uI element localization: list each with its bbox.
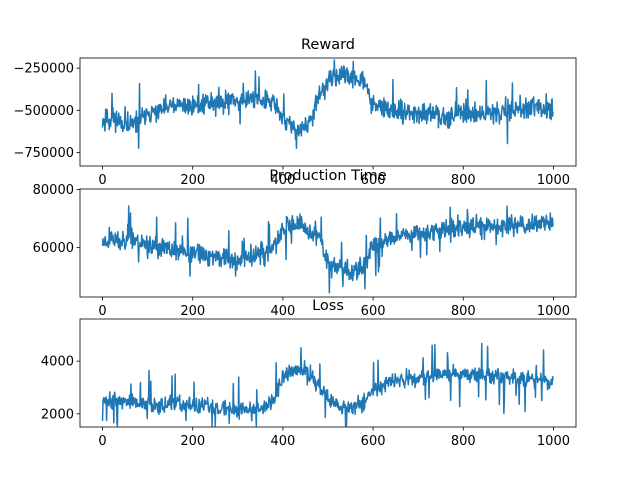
reward-series xyxy=(101,59,554,150)
loss-x-tick-label: 0 xyxy=(98,434,106,449)
loss-x-tick-label: 1000 xyxy=(537,434,570,449)
reward-series-line xyxy=(101,59,554,150)
reward-x-tick-label: 1000 xyxy=(537,173,570,188)
production-time-series xyxy=(101,205,554,294)
production-time-y-tick-label: 80000 xyxy=(33,183,74,198)
production-time-panel: Production Time 0 200 400 600 800 1000 60000 8… xyxy=(33,168,577,319)
reward-title: Reward xyxy=(301,37,355,53)
loss-y-tick-label: 4000 xyxy=(41,355,74,370)
production-time-x-axis: 0 200 400 600 800 1000 xyxy=(98,297,570,319)
production-time-x-tick-label: 600 xyxy=(361,304,386,319)
reward-x-tick-label: 600 xyxy=(361,173,386,188)
production-time-x-tick-label: 1000 xyxy=(537,304,570,319)
production-time-y-axis: 60000 80000 xyxy=(33,183,80,256)
loss-y-tick-label: 2000 xyxy=(41,407,74,422)
loss-x-tick-label: 600 xyxy=(361,434,386,449)
loss-y-axis: 2000 4000 xyxy=(41,355,80,422)
production-time-series-line xyxy=(101,205,554,294)
loss-x-tick-label: 200 xyxy=(180,434,205,449)
reward-y-tick-label: −500000 xyxy=(13,104,74,119)
reward-axes-frame xyxy=(79,57,577,167)
reward-x-tick-label: 800 xyxy=(451,173,476,188)
reward-x-tick-label: 400 xyxy=(270,173,295,188)
production-time-x-tick-label: 200 xyxy=(180,304,205,319)
reward-y-tick-label: −250000 xyxy=(13,62,74,77)
loss-x-axis: 0 200 400 600 800 1000 xyxy=(98,427,570,449)
reward-y-axis: −750000 −500000 −250000 xyxy=(13,62,80,161)
production-time-title: Production Time xyxy=(269,168,386,184)
production-time-x-tick-label: 800 xyxy=(451,304,476,319)
loss-series xyxy=(101,342,554,427)
loss-x-tick-label: 800 xyxy=(451,434,476,449)
loss-x-tick-label: 400 xyxy=(270,434,295,449)
production-time-axes-frame xyxy=(79,188,577,298)
production-time-x-tick-label: 400 xyxy=(270,304,295,319)
production-time-y-tick-label: 60000 xyxy=(33,241,74,256)
loss-title: Loss xyxy=(312,298,344,314)
production-time-x-tick-label: 0 xyxy=(98,304,106,319)
reward-y-tick-label: −750000 xyxy=(13,146,74,161)
reward-panel: Reward 0 200 400 600 800 1000 −750000−500000−… xyxy=(13,37,577,188)
loss-axes-frame xyxy=(79,318,577,428)
loss-series-line xyxy=(101,342,554,427)
reward-x-axis: 0 200 400 600 800 1000 xyxy=(98,166,570,188)
reward-x-tick-label: 0 xyxy=(98,173,106,188)
reward-x-tick-label: 200 xyxy=(180,173,205,188)
